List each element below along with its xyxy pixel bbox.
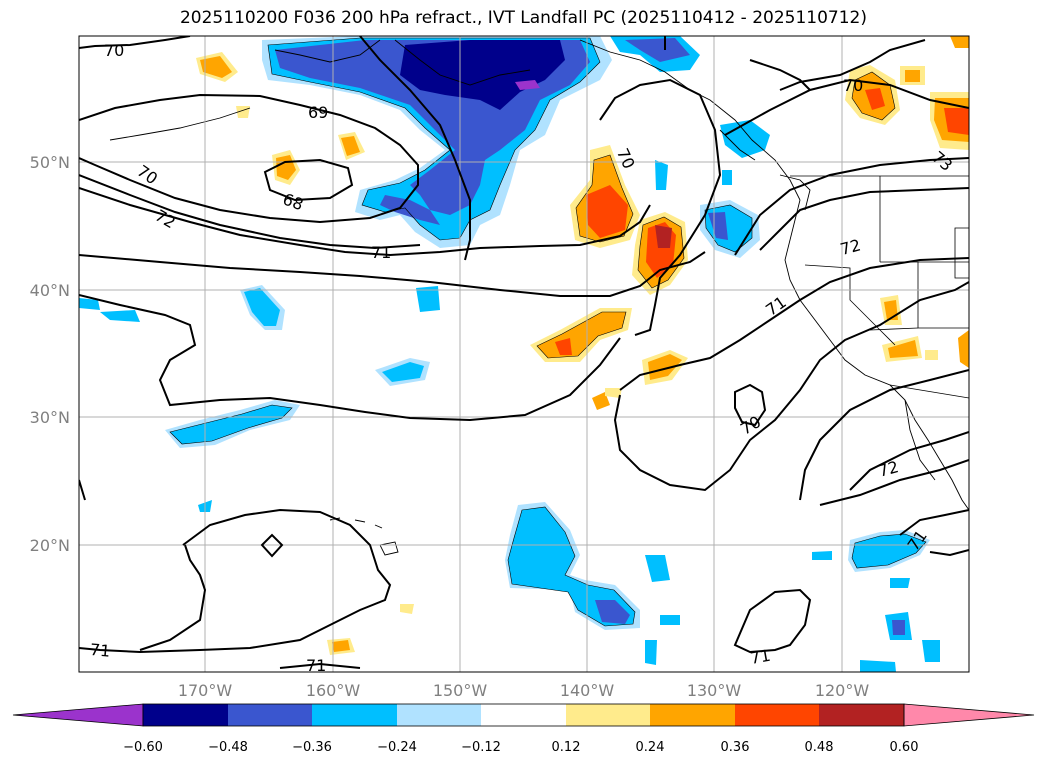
contour-label: 70 (843, 76, 863, 95)
boundaries (790, 175, 969, 399)
negative-anomaly-shading (79, 36, 940, 672)
contour-label: 71 (306, 656, 326, 675)
lon-label-170w: 170°W (178, 681, 233, 700)
colorbar-extend-min (12, 703, 144, 727)
lon-label-130w: 130°W (687, 681, 742, 700)
colorbar-segment (819, 704, 904, 726)
colorbar-segment (566, 704, 650, 726)
colorbar-tick-label: 0.60 (890, 740, 919, 755)
longitude-labels: 170°W 160°W 150°W 140°W 130°W 120°W (178, 681, 870, 700)
lon-label-120w: 120°W (815, 681, 870, 700)
colorbar-segment (228, 704, 312, 726)
plot-border (78, 35, 970, 673)
contour-label: 72 (876, 457, 901, 481)
contour-label: 70 (104, 41, 124, 60)
colorbar-tick-label: −0.36 (292, 740, 332, 755)
colorbar-tick-label: −0.48 (208, 740, 248, 755)
lon-label-140w: 140°W (560, 681, 615, 700)
lon-label-150w: 150°W (433, 681, 488, 700)
lat-label-40n: 40°N (30, 281, 70, 300)
contour-label: 71 (371, 243, 391, 262)
colorbar-extend-max (903, 703, 1035, 727)
colorbar: −0.60 −0.48 −0.36 −0.24 −0.12 0.12 0.24 … (12, 703, 1035, 755)
refractivity-contours (79, 36, 969, 669)
colorbar-segment (735, 704, 819, 726)
lat-label-30n: 30°N (30, 408, 70, 427)
colorbar-segment (650, 704, 735, 726)
contour-label: 71 (89, 640, 111, 661)
colorbar-tick-label: 0.12 (552, 740, 581, 755)
positive-anomaly-shading (196, 36, 969, 655)
colorbar-tick-label: 0.48 (805, 740, 834, 755)
colorbar-segment (312, 704, 397, 726)
shading-outlines (169, 37, 927, 627)
colorbar-segment (481, 704, 566, 726)
colorbar-segment (143, 704, 228, 726)
colorbar-outline (142, 703, 905, 727)
colorbar-tick-label: −0.12 (461, 740, 501, 755)
contour-label: 72 (838, 235, 863, 259)
latitude-labels: 50°N 40°N 30°N 20°N (30, 153, 70, 555)
colorbar-tick-label: 0.36 (721, 740, 750, 755)
lon-label-160w: 160°W (306, 681, 361, 700)
lat-label-50n: 50°N (30, 153, 70, 172)
colorbar-segment (397, 704, 481, 726)
contour-label: 71 (749, 646, 772, 668)
contour-label: 69 (308, 103, 328, 122)
coastlines (109, 39, 969, 556)
lat-label-20n: 20°N (30, 536, 70, 555)
map-title: 2025110200 F036 200 hPa refract., IVT La… (179, 8, 867, 28)
colorbar-tick-label: −0.60 (123, 740, 163, 755)
colorbar-tick-label: 0.24 (636, 740, 665, 755)
graticule (79, 36, 969, 672)
colorbar-tick-label: −0.24 (377, 740, 417, 755)
